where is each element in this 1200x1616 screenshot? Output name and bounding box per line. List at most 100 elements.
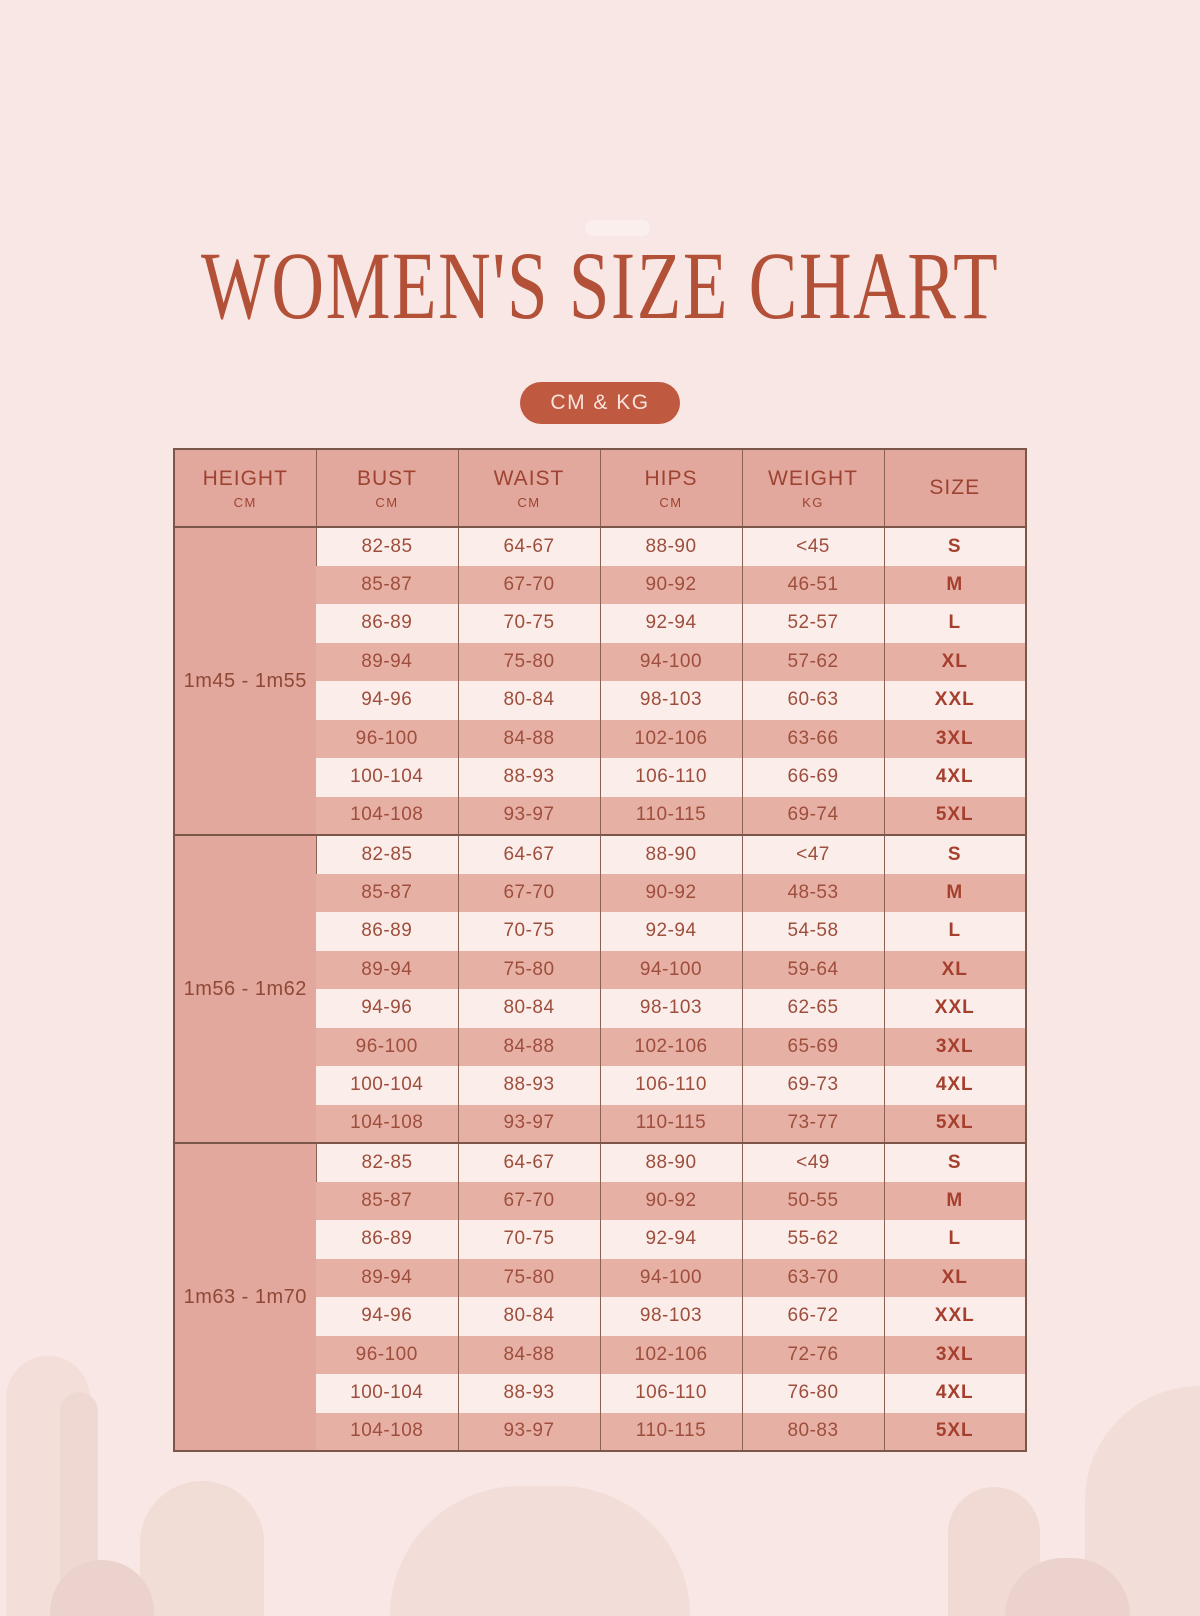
table-row: 85-87 67-70 90-92 48-53 M: [174, 873, 1026, 912]
decor-arch-bottom-left-medium: [140, 1481, 264, 1616]
table-row: 1m45 - 1m55 82-85 64-67 88-90 <45 S: [174, 526, 1026, 835]
waist-cell: 80-84: [457, 1297, 600, 1336]
table-row: 86-89 70-75 92-94 55-62 L: [174, 1220, 1026, 1259]
size-cell: XXL: [883, 989, 1026, 1028]
weight-cell: 50-55: [741, 1181, 884, 1220]
size-cell: L: [883, 1220, 1026, 1259]
bust-cell: 94-96: [316, 681, 458, 720]
weight-cell: 52-57: [741, 604, 884, 643]
page-title: WOMEN'S SIZE CHART: [200, 232, 1000, 339]
waist-cell: 75-80: [457, 642, 600, 681]
hips-cell: 92-94: [599, 1220, 742, 1259]
column-unit: KG: [802, 494, 824, 510]
hips-cell: 98-103: [599, 1297, 742, 1336]
weight-cell: 73-77: [741, 1104, 884, 1143]
column-unit: CM: [517, 494, 541, 510]
weight-cell: 72-76: [741, 1335, 884, 1374]
header-cell: WEIGHT KG: [741, 449, 884, 528]
decor-arch-bottom-left-tall: [6, 1356, 90, 1616]
decor-arch-bottom-center: [390, 1486, 690, 1616]
weight-cell: 46-51: [741, 565, 884, 604]
weight-cell: 63-70: [741, 1258, 884, 1297]
bust-cell: 96-100: [316, 1027, 458, 1066]
weight-cell: 66-69: [741, 758, 884, 797]
bust-cell: 86-89: [316, 1220, 458, 1259]
hips-cell: 94-100: [599, 950, 742, 989]
size-cell: 4XL: [883, 758, 1026, 797]
size-cell: M: [883, 565, 1026, 604]
waist-cell: 93-97: [457, 1104, 600, 1143]
weight-cell: 65-69: [741, 1027, 884, 1066]
hips-cell: 102-106: [599, 719, 742, 758]
table-row: 104-108 93-97 110-115 69-74 5XL: [174, 796, 1026, 835]
bust-cell: 85-87: [316, 1181, 458, 1220]
hips-cell: 110-115: [599, 796, 742, 835]
header-cell: HIPS CM: [599, 449, 742, 528]
weight-cell: 76-80: [741, 1374, 884, 1413]
hips-cell: 106-110: [599, 1374, 742, 1413]
column-label: WAIST: [493, 466, 565, 490]
size-cell: M: [883, 1181, 1026, 1220]
size-cell: XL: [883, 1258, 1026, 1297]
height-group-cell: 1m56 - 1m62: [174, 834, 316, 1143]
table-row: 104-108 93-97 110-115 73-77 5XL: [174, 1104, 1026, 1143]
badge-section: CM & KG: [0, 382, 1200, 424]
header-cell: BUST CM: [315, 449, 458, 528]
waist-cell: 80-84: [457, 681, 600, 720]
weight-cell: 57-62: [741, 642, 884, 681]
waist-cell: 84-88: [457, 719, 600, 758]
bust-cell: 89-94: [316, 642, 458, 681]
waist-cell: 84-88: [457, 1027, 600, 1066]
hips-cell: 90-92: [599, 565, 742, 604]
bust-cell: 86-89: [316, 912, 458, 951]
waist-cell: 88-93: [457, 758, 600, 797]
table-row: 89-94 75-80 94-100 63-70 XL: [174, 1258, 1026, 1297]
table-row: 1m63 - 1m70 82-85 64-67 88-90 <49 S: [174, 1142, 1026, 1451]
waist-cell: 75-80: [457, 1258, 600, 1297]
hips-cell: 88-90: [599, 526, 742, 566]
weight-cell: 63-66: [741, 719, 884, 758]
size-cell: XXL: [883, 1297, 1026, 1336]
bust-cell: 96-100: [316, 1335, 458, 1374]
size-cell: L: [883, 912, 1026, 951]
bust-cell: 85-87: [316, 565, 458, 604]
size-cell: 3XL: [883, 1335, 1026, 1374]
table-row: 104-108 93-97 110-115 80-83 5XL: [174, 1412, 1026, 1451]
size-cell: S: [883, 834, 1026, 874]
waist-cell: 88-93: [457, 1066, 600, 1105]
decor-circle-bottom-left: [50, 1560, 154, 1616]
column-label: HEIGHT: [202, 466, 288, 490]
table-row: 89-94 75-80 94-100 57-62 XL: [174, 642, 1026, 681]
title-section: WOMEN'S SIZE CHART: [0, 0, 1200, 334]
column-label: BUST: [356, 466, 417, 490]
table-row: 94-96 80-84 98-103 62-65 XXL: [174, 989, 1026, 1028]
hips-cell: 88-90: [599, 834, 742, 874]
hips-cell: 98-103: [599, 989, 742, 1028]
hips-cell: 88-90: [599, 1142, 742, 1182]
size-cell: XL: [883, 950, 1026, 989]
bust-cell: 100-104: [316, 1374, 458, 1413]
weight-cell: 66-72: [741, 1297, 884, 1336]
header-cell: WAIST CM: [457, 449, 600, 528]
size-cell: 5XL: [883, 796, 1026, 835]
weight-cell: 59-64: [741, 950, 884, 989]
waist-cell: 70-75: [457, 604, 600, 643]
waist-cell: 67-70: [457, 873, 600, 912]
bust-cell: 96-100: [316, 719, 458, 758]
weight-cell: 54-58: [741, 912, 884, 951]
size-cell: XL: [883, 642, 1026, 681]
height-group-cell: 1m63 - 1m70: [174, 1142, 316, 1451]
hips-cell: 94-100: [599, 642, 742, 681]
bust-cell: 94-96: [316, 989, 458, 1028]
units-badge: CM & KG: [520, 382, 680, 424]
column-unit: CM: [375, 494, 399, 510]
waist-cell: 93-97: [457, 796, 600, 835]
hips-cell: 110-115: [599, 1412, 742, 1451]
table-row: 100-104 88-93 106-110 69-73 4XL: [174, 1066, 1026, 1105]
hips-cell: 102-106: [599, 1027, 742, 1066]
hips-cell: 92-94: [599, 604, 742, 643]
bust-cell: 82-85: [315, 834, 458, 874]
hips-cell: 92-94: [599, 912, 742, 951]
bust-cell: 82-85: [315, 1142, 458, 1182]
